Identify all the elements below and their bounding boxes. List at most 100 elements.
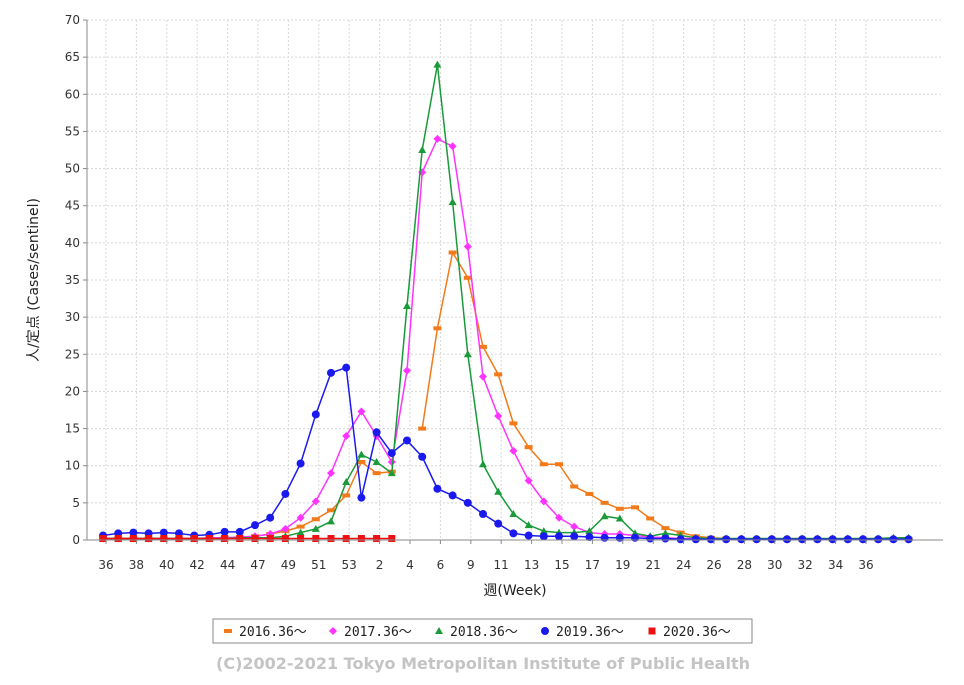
y-tick-label: 5 <box>72 496 80 510</box>
y-tick-label: 20 <box>65 384 80 398</box>
data-point <box>311 524 320 532</box>
data-point <box>539 527 548 535</box>
data-point <box>448 491 457 500</box>
data-point <box>463 275 472 280</box>
data-point <box>387 449 396 458</box>
data-point <box>327 517 335 525</box>
data-point <box>342 478 351 486</box>
x-tick-label: 2 <box>376 558 384 572</box>
data-point <box>296 459 305 468</box>
data-point <box>524 531 533 540</box>
x-tick-label: 44 <box>220 558 235 572</box>
data-point <box>266 513 275 522</box>
data-point <box>281 489 290 498</box>
data-point <box>509 421 518 426</box>
data-point <box>585 527 594 535</box>
data-point <box>388 535 396 543</box>
legend-label: 2016.36～ <box>239 625 307 640</box>
x-tick-label: 13 <box>524 558 539 572</box>
data-point <box>372 428 381 437</box>
data-point <box>357 450 366 458</box>
data-point <box>615 514 624 522</box>
data-point <box>433 60 442 68</box>
data-point <box>539 532 548 541</box>
legend-item: 2017.36～ <box>329 625 412 640</box>
data-point <box>403 436 411 445</box>
data-point <box>357 535 365 543</box>
data-point <box>843 535 852 544</box>
x-tick-label: 32 <box>798 558 813 572</box>
data-point <box>555 532 563 541</box>
data-point <box>342 493 351 498</box>
x-tick-label: 9 <box>467 558 475 572</box>
data-point <box>281 535 289 543</box>
x-tick-label: 21 <box>646 558 661 572</box>
data-point <box>418 426 427 431</box>
x-tick-label: 42 <box>190 558 205 572</box>
data-point <box>463 498 472 507</box>
data-point <box>342 535 350 543</box>
x-tick-label: 6 <box>437 558 445 572</box>
data-point <box>555 513 563 522</box>
y-tick-label: 25 <box>65 347 80 361</box>
data-point <box>433 484 442 493</box>
x-tick-label: 28 <box>737 558 752 572</box>
data-point <box>387 458 396 466</box>
y-tick-label: 45 <box>65 199 80 213</box>
data-point <box>570 484 579 489</box>
legend-item: 2016.36～ <box>224 625 307 640</box>
data-point <box>372 458 381 465</box>
data-point <box>904 535 913 544</box>
x-tick-label: 24 <box>676 558 691 572</box>
data-point <box>509 510 518 517</box>
data-point <box>541 627 549 635</box>
legend-label: 2020.36～ <box>663 625 731 640</box>
y-tick-label: 0 <box>72 533 80 547</box>
data-point <box>418 146 427 153</box>
data-point <box>159 528 168 537</box>
data-point <box>448 142 457 151</box>
x-tick-label: 51 <box>311 558 326 572</box>
data-point <box>798 535 807 544</box>
data-point <box>509 446 518 455</box>
data-point <box>329 627 337 635</box>
y-tick-label: 40 <box>65 236 80 250</box>
y-tick-label: 70 <box>65 13 80 27</box>
data-point <box>661 529 670 537</box>
data-point <box>448 198 457 205</box>
x-ticks: 36 38 40 42 44 47 49 51 53 2 4 6 9 11 13 15 17 19 21 24 26 28… <box>98 540 874 572</box>
data-point <box>555 462 563 467</box>
data-point <box>524 476 533 485</box>
data-point <box>221 535 229 543</box>
data-point <box>585 491 594 496</box>
data-point <box>691 535 700 544</box>
data-point <box>539 462 548 467</box>
data-point <box>813 535 822 544</box>
data-point <box>403 366 411 375</box>
data-point <box>479 460 487 468</box>
data-point <box>281 524 290 533</box>
data-point <box>600 512 609 520</box>
data-point <box>463 242 472 251</box>
y-tick-label: 15 <box>65 422 80 436</box>
y-tick-label: 50 <box>65 162 80 176</box>
legend-label: 2019.36～ <box>556 625 624 640</box>
x-tick-label: 53 <box>342 558 357 572</box>
x-tick-label: 36 <box>858 558 873 572</box>
data-point <box>160 535 168 543</box>
data-point <box>357 460 366 464</box>
data-point <box>114 535 122 543</box>
data-point <box>570 522 579 531</box>
x-tick-label: 36 <box>98 558 113 572</box>
x-tick-label: 30 <box>767 558 782 572</box>
data-point <box>600 533 609 542</box>
legend-item: 2019.36～ <box>541 625 624 640</box>
data-point <box>327 368 335 377</box>
data-point <box>479 372 487 381</box>
data-point <box>648 627 656 635</box>
x-tick-label: 19 <box>615 558 630 572</box>
data-point <box>373 535 381 543</box>
y-tick-label: 65 <box>65 50 80 64</box>
data-point <box>357 407 366 416</box>
series-3 <box>99 363 913 544</box>
